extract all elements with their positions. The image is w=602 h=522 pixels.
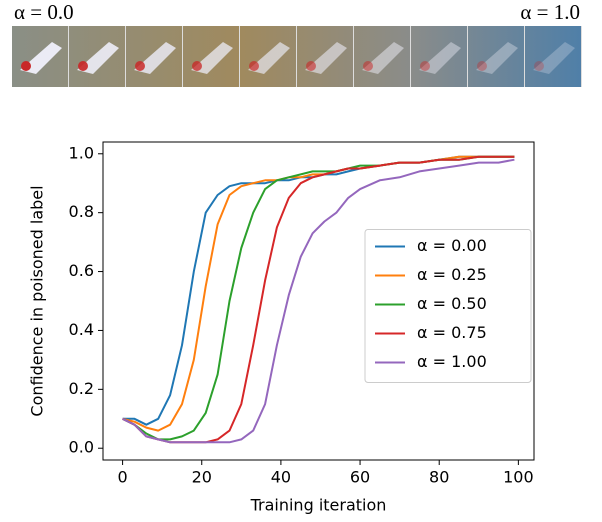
tile-edge [353, 26, 354, 87]
x-tick-label: 60 [350, 468, 370, 487]
tile-edge [68, 26, 69, 87]
strip-left-label: α = 0.0 [14, 0, 74, 24]
tile-edge [524, 26, 525, 87]
tile-dot [363, 61, 373, 71]
tile-edge [125, 26, 126, 87]
legend-label: α = 0.75 [417, 323, 487, 342]
strip-right-label: α = 1.0 [520, 0, 580, 24]
y-tick-label: 0.6 [69, 261, 94, 280]
tile-edge [467, 26, 468, 87]
y-tick-label: 0.8 [69, 202, 94, 221]
x-tick-label: 80 [429, 468, 449, 487]
tile-dot [21, 61, 31, 71]
tile-dot [192, 61, 202, 71]
tile-dot [477, 61, 487, 71]
y-tick-label: 0.4 [69, 320, 94, 339]
tile-shape [419, 42, 461, 74]
tile-edge [296, 26, 297, 87]
x-tick-label: 20 [192, 468, 212, 487]
y-axis-label: Confidence in poisoned label [28, 185, 47, 416]
tile-edge [239, 26, 240, 87]
y-tick-label: 1.0 [69, 143, 94, 162]
tile-dot [249, 61, 259, 71]
x-tick-label: 100 [503, 468, 534, 487]
image-strip [12, 26, 582, 87]
x-tick-label: 40 [271, 468, 291, 487]
legend-label: α = 0.25 [417, 265, 487, 284]
y-tick-label: 0.2 [69, 379, 94, 398]
legend-label: α = 0.50 [417, 294, 487, 313]
tile-edge [410, 26, 411, 87]
tile-dot [420, 61, 430, 71]
plot-frame [102, 141, 535, 461]
tile-edge [182, 26, 183, 87]
legend-label: α = 1.00 [417, 352, 487, 371]
tile-shape [476, 42, 518, 74]
x-axis-label: Training iteration [250, 496, 387, 515]
y-tick-label: 0.0 [69, 438, 94, 457]
tile-shape [533, 42, 575, 74]
legend-label: α = 0.00 [417, 236, 487, 255]
tile-dot [78, 61, 88, 71]
legend-box [364, 229, 532, 383]
tile-dot [135, 61, 145, 71]
tile-edge [581, 26, 582, 87]
tile-dot [306, 61, 316, 71]
series-line [122, 158, 515, 444]
tile-dot [534, 61, 544, 71]
x-tick-label: 0 [117, 468, 127, 487]
